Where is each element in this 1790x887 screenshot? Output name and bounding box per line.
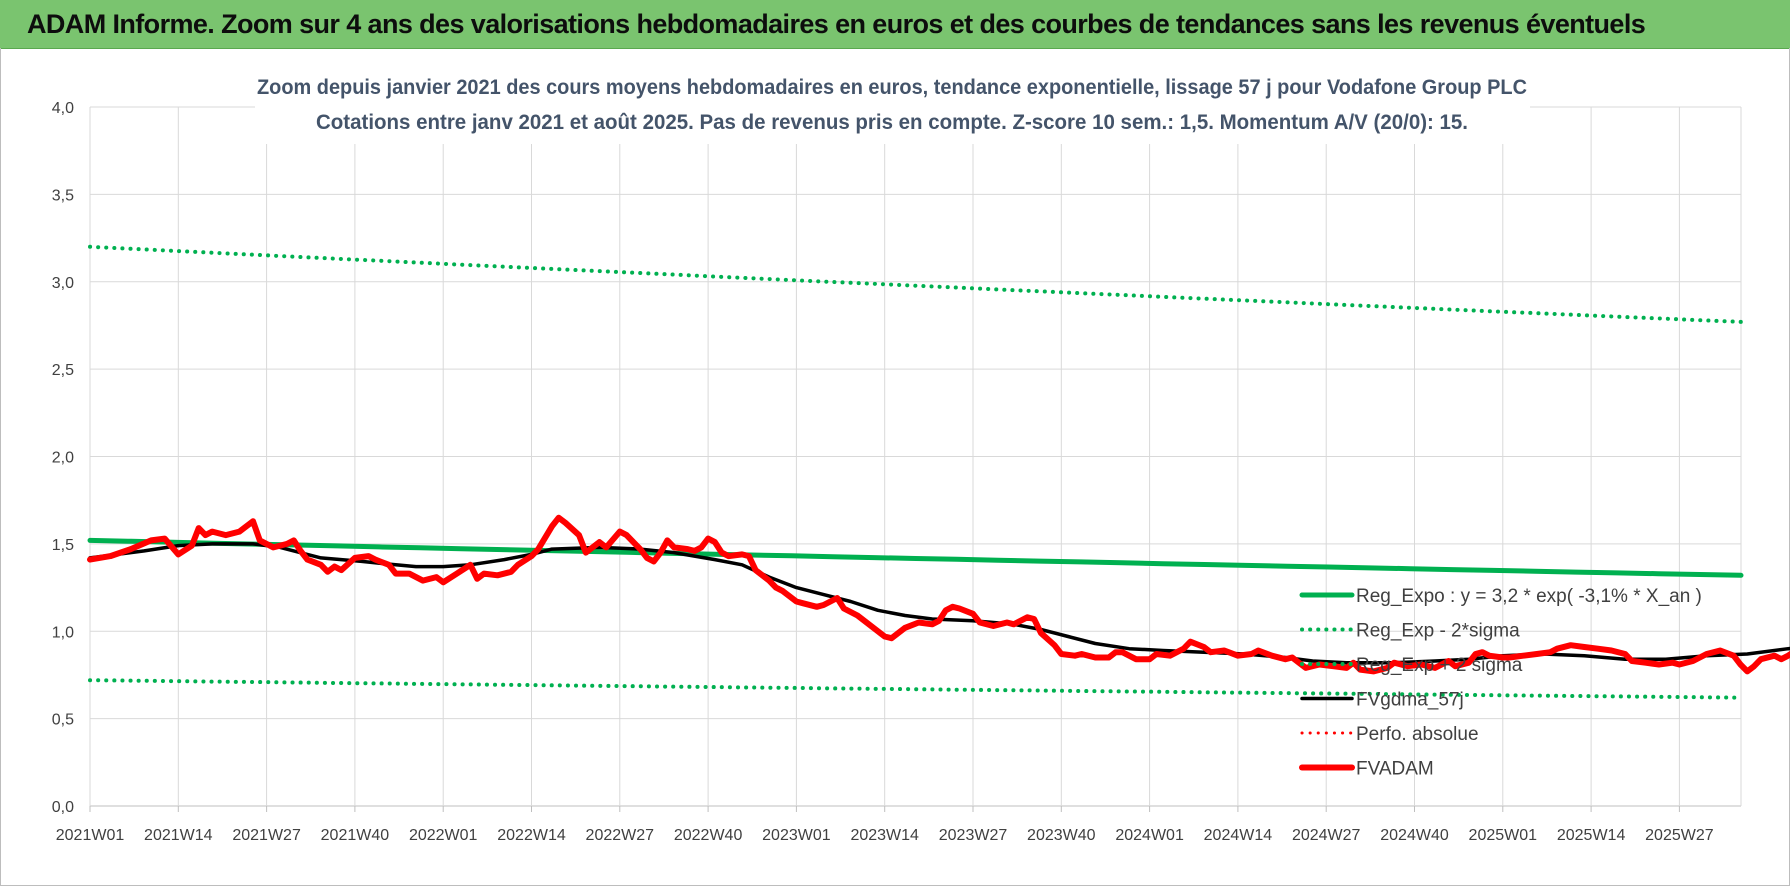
legend-entry: Reg_Expo : y = 3,2 * exp( -3,1% * X_an ) bbox=[1356, 586, 1702, 607]
subtitle-line-1: Zoom depuis janvier 2021 des cours moyen… bbox=[257, 76, 1527, 99]
x-tick-label: 2023W27 bbox=[939, 827, 1008, 844]
x-tick-label: 2025W14 bbox=[1557, 827, 1626, 844]
legend-entry: Perfo. absolue bbox=[1356, 724, 1479, 745]
y-axis-tick-labels: 0,0 0,5 1,0 1,5 2,0 2,5 3,0 3,5 4,0 bbox=[52, 100, 74, 816]
x-tick-label: 2022W27 bbox=[586, 827, 655, 844]
series-line-reg-exp-2-sigma bbox=[88, 244, 1743, 324]
x-tick-label: 2021W27 bbox=[232, 827, 301, 844]
subtitle-background bbox=[255, 68, 1530, 144]
x-tick-label: 2024W40 bbox=[1380, 827, 1449, 844]
x-axis-tick-labels: 2021W01 2021W14 2021W27 2021W40 2022W01 2022W… bbox=[56, 827, 1714, 844]
y-tick-label: 4,0 bbox=[52, 100, 74, 117]
y-tick-label: 1,0 bbox=[52, 624, 74, 641]
series-line-fvgdma-57j bbox=[88, 542, 1790, 665]
y-tick-label: 2,0 bbox=[52, 450, 74, 467]
series-lines bbox=[87, 244, 1790, 700]
y-tick-label: 1,5 bbox=[52, 537, 74, 554]
subtitle-line-2: Cotations entre janv 2021 et août 2025. … bbox=[316, 111, 1468, 134]
x-tick-label: 2021W40 bbox=[321, 827, 390, 844]
legend-entry: FVgdma_57j bbox=[1356, 690, 1464, 711]
legend: Reg_Expo : y = 3,2 * exp( -3,1% * X_an )… bbox=[1299, 586, 1702, 780]
chart-subtitle: Zoom depuis janvier 2021 des cours moyen… bbox=[255, 68, 1530, 144]
x-tick-label: 2021W01 bbox=[56, 827, 125, 844]
legend-entry: FVADAM bbox=[1356, 759, 1434, 780]
x-tick-label: 2023W14 bbox=[850, 827, 919, 844]
series-line-reg-exp-2-sigma bbox=[88, 678, 1743, 700]
series-line-fvadam bbox=[87, 514, 1790, 675]
y-tick-label: 2,5 bbox=[52, 362, 74, 379]
x-tick-label: 2024W01 bbox=[1115, 827, 1184, 844]
x-tick-label: 2022W14 bbox=[497, 827, 566, 844]
x-tick-label: 2024W27 bbox=[1292, 827, 1361, 844]
y-tick-label: 0,5 bbox=[52, 712, 74, 729]
x-tick-label: 2025W01 bbox=[1469, 827, 1538, 844]
legend-entry: Reg_Exp + 2 sigma bbox=[1356, 655, 1523, 676]
y-tick-label: 0,0 bbox=[52, 799, 74, 816]
legend-entry: Reg_Exp - 2*sigma bbox=[1356, 621, 1520, 642]
x-tick-label: 2023W40 bbox=[1027, 827, 1096, 844]
y-tick-label: 3,0 bbox=[52, 275, 74, 292]
banner-title: ADAM Informe. Zoom sur 4 ans des valoris… bbox=[27, 9, 1646, 39]
x-tick-label: 2025W27 bbox=[1645, 827, 1714, 844]
x-tick-label: 2023W01 bbox=[762, 827, 831, 844]
y-tick-label: 3,5 bbox=[52, 187, 74, 204]
grid-lines bbox=[89, 106, 1742, 812]
series-line-reg-expo-y-3-2-exp-3-1-x-an bbox=[87, 537, 1744, 578]
x-tick-label: 2024W14 bbox=[1204, 827, 1273, 844]
x-tick-label: 2022W01 bbox=[409, 827, 478, 844]
title-banner: ADAM Informe. Zoom sur 4 ans des valoris… bbox=[0, 0, 1790, 49]
x-tick-label: 2021W14 bbox=[144, 827, 213, 844]
x-tick-label: 2022W40 bbox=[674, 827, 743, 844]
